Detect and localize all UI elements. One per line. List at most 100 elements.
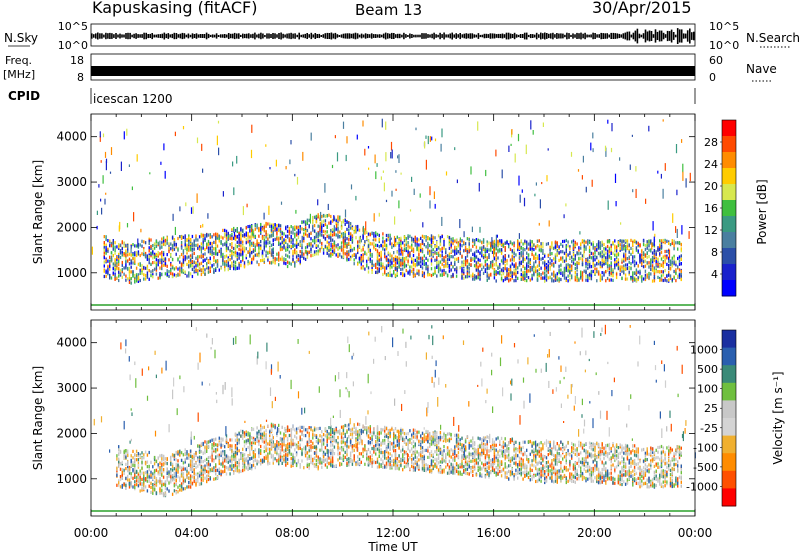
scatter-cell [387, 260, 389, 264]
scatter-cell [220, 239, 222, 244]
scatter-cell [454, 262, 456, 266]
scatter-cell [220, 254, 222, 258]
freq-data-band [91, 66, 695, 76]
scatter-cell [599, 246, 602, 251]
scatter-cell [276, 227, 278, 232]
scatter-cell [337, 226, 339, 230]
scatter-cell [464, 248, 467, 252]
scatter-cell [524, 270, 526, 274]
y-tick-label: 4000 [56, 130, 87, 144]
scatter-cell [606, 255, 609, 259]
scatter-cell [499, 242, 501, 246]
scatter-cell [315, 232, 318, 236]
scatter-cell [441, 128, 443, 138]
scatter-cell [531, 252, 533, 257]
scatter-cell [651, 267, 654, 271]
noise-sample [670, 29, 673, 43]
scatter-cell [592, 252, 594, 256]
scatter-cell [651, 255, 654, 260]
scatter-cell [166, 468, 168, 472]
scatter-cell [119, 268, 122, 272]
scatter-cell [477, 258, 479, 262]
scatter-cell [459, 251, 461, 256]
scatter-cell [121, 473, 123, 477]
scatter-cell [344, 252, 346, 256]
scatter-cell [523, 197, 526, 207]
scatter-cell [432, 253, 434, 257]
scatter-cell [315, 214, 318, 218]
scatter-cell [585, 265, 587, 269]
scatter-cell [401, 247, 403, 254]
scatter-cell [662, 261, 664, 265]
scatter-cell [330, 214, 332, 219]
scatter-cell [529, 278, 531, 282]
colorbar-segment [722, 184, 736, 201]
scatter-cell [506, 240, 508, 244]
scatter-cell [295, 251, 298, 256]
scatter-cell [628, 266, 630, 270]
scatter-cell [233, 232, 236, 237]
scatter-cell [109, 259, 111, 263]
scatter-cell [220, 235, 222, 239]
scatter-cell [209, 241, 211, 245]
scatter-cell [362, 120, 364, 127]
scatter-cell [482, 247, 485, 251]
scatter-cell [144, 266, 147, 270]
scatter-cell [116, 261, 118, 265]
scatter-cell [633, 239, 636, 243]
scatter-cell [161, 459, 163, 463]
scatter-cell [639, 243, 641, 247]
scatter-cell [490, 272, 492, 276]
noise-sample [356, 33, 359, 39]
scatter-cell [405, 264, 407, 268]
noise-sample [483, 33, 486, 39]
scatter-cell [655, 270, 657, 274]
scatter-cell [132, 461, 134, 465]
noise-sample [151, 33, 153, 40]
noise-sample [610, 32, 612, 39]
scatter-cell [295, 244, 298, 249]
scatter-cell [509, 273, 512, 277]
scatter-cell [527, 259, 530, 263]
scatter-cell [139, 454, 141, 458]
scatter-cell [518, 252, 521, 256]
scatter-cell [180, 270, 183, 274]
scatter-cell [196, 193, 198, 203]
scatter-cell [486, 263, 488, 267]
scatter-cell [326, 214, 328, 218]
scatter-cell [630, 238, 632, 242]
scatter-cell [563, 270, 566, 274]
scatter-cell [599, 241, 602, 245]
scatter-cell [201, 143, 203, 151]
scatter-cell [632, 257, 634, 261]
scatter-cell [247, 240, 249, 244]
scatter-cell [276, 230, 278, 234]
scatter-cell [441, 273, 443, 277]
scatter-cell [619, 248, 621, 252]
scatter-cell [146, 460, 149, 464]
noise-sample [441, 34, 443, 38]
scatter-cell [394, 238, 397, 242]
scatter-cell [209, 233, 211, 237]
scatter-cell [446, 235, 449, 239]
scatter-cell [278, 251, 280, 255]
scatter-cell [400, 248, 402, 252]
scatter-cell [274, 225, 276, 229]
scatter-cell [421, 270, 424, 274]
scatter-cell [506, 269, 508, 273]
scatter-cell [139, 278, 141, 283]
scatter-cell [434, 258, 436, 262]
scatter-cell [522, 258, 524, 262]
scatter-cell [351, 240, 354, 244]
noise-sample [167, 33, 170, 39]
scatter-cell [155, 240, 158, 244]
scatter-cell [220, 266, 222, 270]
scatter-cell [535, 270, 537, 274]
scatter-cell [675, 263, 677, 267]
scatter-cell [398, 200, 400, 209]
scatter-cell [659, 278, 661, 282]
scatter-cell [125, 249, 127, 253]
scatter-cell [301, 254, 303, 258]
scatter-cell [143, 277, 145, 281]
noise-sample [592, 32, 594, 40]
